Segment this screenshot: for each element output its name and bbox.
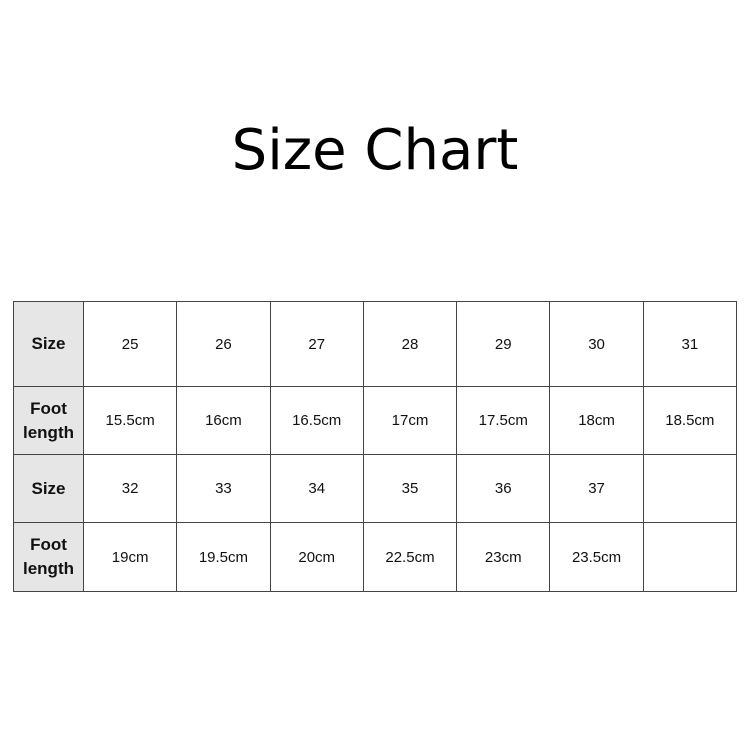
- row-header-label: Size: [31, 478, 66, 498]
- table-cell: 35: [362, 454, 458, 523]
- row-header-label: length: [23, 422, 74, 442]
- table-cell: 23cm: [456, 522, 551, 592]
- table-cell: 19cm: [82, 522, 178, 592]
- table-cell: [642, 522, 738, 592]
- row-header-label: length: [23, 559, 74, 578]
- table-cell: 31: [642, 301, 738, 387]
- table-cell: 26: [176, 301, 271, 387]
- row-header-label: Foot: [30, 535, 67, 554]
- table-cell: 36: [456, 454, 551, 523]
- page-title: Size Chart: [231, 118, 519, 183]
- table-cell: 18.5cm: [642, 386, 738, 455]
- table-cell: 34: [269, 454, 364, 523]
- table-cell: 22.5cm: [362, 522, 458, 592]
- table-cell: 33: [176, 454, 271, 523]
- table-cell: 18cm: [549, 386, 644, 455]
- size-chart-table: Size 25 26 27 28 29 30 31 Foot length 15.5cm 16cm 16…: [13, 301, 738, 592]
- row-header: Size: [13, 454, 84, 523]
- table-cell: 17cm: [362, 386, 458, 455]
- row-header: Foot length: [13, 386, 84, 455]
- table-cell: 17.5cm: [456, 386, 551, 455]
- table-cell: 20cm: [269, 522, 364, 592]
- table-row: Size 25 26 27 28 29 30 31: [13, 301, 738, 387]
- table-cell: 19.5cm: [176, 522, 271, 592]
- table-cell: 30: [549, 301, 644, 387]
- table-row: Foot length 19cm 19.5cm 20cm 22.5cm 23cm 23.5cm: [13, 522, 738, 592]
- table-cell: 15.5cm: [82, 386, 178, 455]
- row-header-label: Foot: [30, 398, 67, 418]
- table-row: Size 32 33 34 35 36 37: [13, 454, 738, 523]
- row-header: Size: [13, 301, 84, 387]
- table-cell: 23.5cm: [549, 522, 644, 592]
- table-cell: 37: [549, 454, 644, 523]
- table-row: Foot length 15.5cm 16cm 16.5cm 17cm 17.5cm 18cm…: [13, 386, 738, 455]
- table-cell: [642, 454, 738, 523]
- table-cell: 32: [82, 454, 178, 523]
- row-header: Foot length: [13, 522, 84, 592]
- row-header-label: Size: [31, 334, 66, 353]
- table-cell: 28: [362, 301, 458, 387]
- table-cell: 25: [82, 301, 178, 387]
- table-cell: 27: [269, 301, 364, 387]
- table-cell: 16cm: [176, 386, 271, 455]
- table-cell: 16.5cm: [269, 386, 364, 455]
- table-cell: 29: [456, 301, 551, 387]
